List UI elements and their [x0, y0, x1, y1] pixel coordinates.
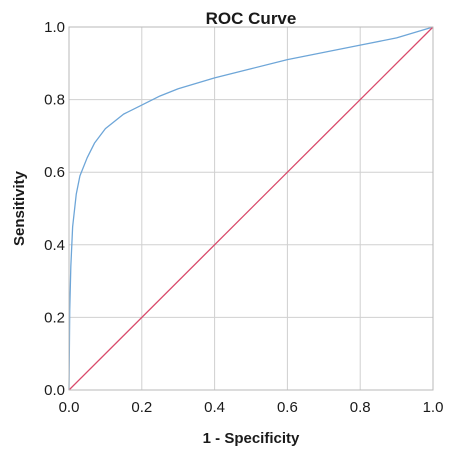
- x-tick-label: 1.0: [423, 399, 444, 416]
- chart-title: ROC Curve: [206, 9, 297, 28]
- plot-frame: [68, 26, 434, 391]
- x-axis-label: 1 - Specificity: [203, 430, 300, 447]
- x-tick-label: 0.2: [131, 399, 152, 416]
- reference-diagonal-line: [68, 26, 434, 391]
- series-layer: [68, 26, 434, 391]
- x-tick-label: 0.8: [350, 399, 371, 416]
- y-tick-label: 0.0: [44, 382, 65, 399]
- y-tick-label: 0.6: [44, 164, 65, 181]
- roc-curve-line: [68, 26, 434, 391]
- x-tick-label: 0.4: [204, 399, 225, 416]
- y-tick-label: 0.2: [44, 309, 65, 326]
- x-tick-label: 0.6: [277, 399, 298, 416]
- x-tick-labels: 0.0 0.2 0.4 0.6 0.8 1.0: [59, 399, 444, 416]
- y-tick-label: 1.0: [44, 19, 65, 36]
- y-tick-label: 0.4: [44, 237, 65, 254]
- x-tick-label: 0.0: [59, 399, 80, 416]
- y-axis-label: Sensitivity: [11, 170, 28, 246]
- y-tick-labels: 0.0 0.2 0.4 0.6 0.8 1.0: [44, 19, 65, 399]
- y-tick-label: 0.8: [44, 92, 65, 109]
